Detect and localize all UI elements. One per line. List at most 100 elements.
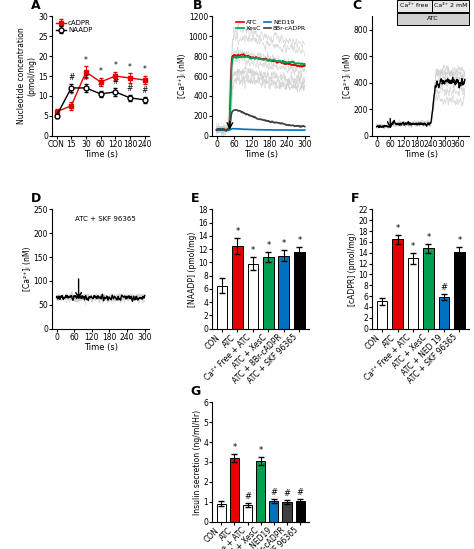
- 8Br-cADPR: [223, 127, 228, 133]
- X-axis label: Time (s): Time (s): [83, 343, 118, 352]
- NED19: [250, 126, 255, 133]
- Bar: [377, 301, 387, 328]
- Bar: [294, 253, 305, 328]
- NED19: [216, 127, 222, 133]
- Line: XesC: XesC: [217, 56, 305, 131]
- Text: *: *: [411, 242, 415, 250]
- Text: *: *: [84, 55, 88, 65]
- Text: *: *: [99, 68, 102, 76]
- Y-axis label: Nucleotide concentration
(pmol/mg): Nucleotide concentration (pmol/mg): [18, 27, 37, 125]
- Bar: [283, 502, 292, 522]
- X-axis label: Time (s): Time (s): [83, 150, 118, 159]
- 8Br-cADPR: [214, 126, 219, 133]
- 8Br-cADPR: [296, 122, 302, 129]
- Text: G: G: [191, 385, 201, 398]
- ATC: [253, 54, 258, 60]
- Text: *: *: [282, 239, 286, 249]
- X-axis label: Time (s): Time (s): [404, 150, 438, 159]
- Text: #: #: [98, 80, 104, 89]
- Text: #: #: [440, 283, 447, 292]
- Text: #: #: [244, 492, 251, 501]
- Text: ATC: ATC: [427, 16, 439, 21]
- NED19: [289, 127, 294, 133]
- Text: #: #: [127, 84, 133, 93]
- Text: *: *: [259, 446, 263, 455]
- 8Br-cADPR: [284, 121, 290, 128]
- ATC: [250, 54, 255, 60]
- Legend: ATC, XesC, NED19, 8Br-cADPR: ATC, XesC, NED19, 8Br-cADPR: [236, 20, 306, 31]
- Bar: [217, 285, 228, 328]
- Legend: cADPR, NAADP: cADPR, NAADP: [55, 20, 92, 33]
- Text: *: *: [457, 236, 462, 245]
- Text: *: *: [113, 61, 117, 70]
- Text: #: #: [270, 488, 277, 497]
- FancyBboxPatch shape: [397, 0, 432, 12]
- Text: *: *: [128, 63, 132, 72]
- ATC: [284, 60, 290, 67]
- XesC: [250, 54, 255, 61]
- Bar: [247, 264, 258, 328]
- ATC: [223, 128, 229, 135]
- Y-axis label: [Ca²⁺]ᵢ (nM): [Ca²⁺]ᵢ (nM): [343, 54, 352, 98]
- ATC: [296, 63, 302, 69]
- FancyBboxPatch shape: [432, 0, 469, 12]
- NED19: [274, 127, 280, 133]
- Text: #: #: [283, 489, 291, 498]
- 8Br-cADPR: [302, 124, 308, 130]
- Bar: [243, 505, 252, 522]
- Text: *: *: [395, 224, 400, 233]
- Bar: [392, 239, 403, 328]
- ATC: [214, 126, 219, 133]
- Text: *: *: [143, 65, 146, 75]
- Bar: [256, 461, 265, 522]
- NED19: [214, 127, 219, 133]
- Y-axis label: [NAADP] (pmol/mg): [NAADP] (pmol/mg): [188, 231, 197, 307]
- Bar: [408, 258, 419, 328]
- Text: ATC + SKF 96365: ATC + SKF 96365: [75, 216, 136, 222]
- Text: A: A: [31, 0, 40, 12]
- Text: E: E: [191, 192, 200, 205]
- Text: *: *: [232, 443, 237, 452]
- NED19: [253, 126, 258, 133]
- XesC: [283, 59, 289, 65]
- Bar: [263, 257, 274, 328]
- ATC: [240, 51, 246, 58]
- Bar: [279, 256, 289, 328]
- Text: *: *: [297, 236, 301, 245]
- NED19: [284, 127, 290, 133]
- Line: ATC: ATC: [217, 54, 305, 131]
- Text: C: C: [353, 0, 362, 12]
- Y-axis label: [Ca²⁺]ᵢ (nM): [Ca²⁺]ᵢ (nM): [178, 54, 187, 98]
- Text: *: *: [251, 246, 255, 255]
- XesC: [296, 60, 301, 67]
- Text: *: *: [69, 91, 73, 100]
- XesC: [302, 61, 308, 68]
- Bar: [296, 501, 305, 522]
- ATC: [302, 63, 308, 69]
- Text: #: #: [68, 74, 74, 82]
- Text: #: #: [142, 86, 148, 95]
- Text: #: #: [112, 77, 118, 86]
- Text: F: F: [351, 192, 359, 205]
- XesC: [240, 53, 246, 59]
- Text: Ca²⁺ 2 mM: Ca²⁺ 2 mM: [434, 3, 467, 8]
- Text: D: D: [31, 192, 41, 205]
- Bar: [454, 251, 465, 328]
- Bar: [438, 297, 449, 328]
- Y-axis label: [cADPR] (pmol/mg): [cADPR] (pmol/mg): [348, 232, 357, 306]
- Y-axis label: [Ca²⁺]ᵢ (nM): [Ca²⁺]ᵢ (nM): [23, 247, 32, 292]
- 8Br-cADPR: [233, 107, 238, 113]
- Bar: [269, 501, 278, 522]
- Text: *: *: [427, 233, 430, 242]
- Line: 8Br-cADPR: 8Br-cADPR: [217, 110, 305, 130]
- NED19: [296, 127, 302, 133]
- NED19: [230, 125, 236, 132]
- ATC: [274, 59, 280, 66]
- 8Br-cADPR: [253, 114, 258, 121]
- Text: *: *: [266, 241, 271, 250]
- FancyBboxPatch shape: [397, 13, 469, 25]
- X-axis label: Time (s): Time (s): [244, 150, 278, 159]
- Bar: [423, 249, 434, 328]
- Bar: [230, 458, 239, 522]
- Text: B: B: [193, 0, 202, 12]
